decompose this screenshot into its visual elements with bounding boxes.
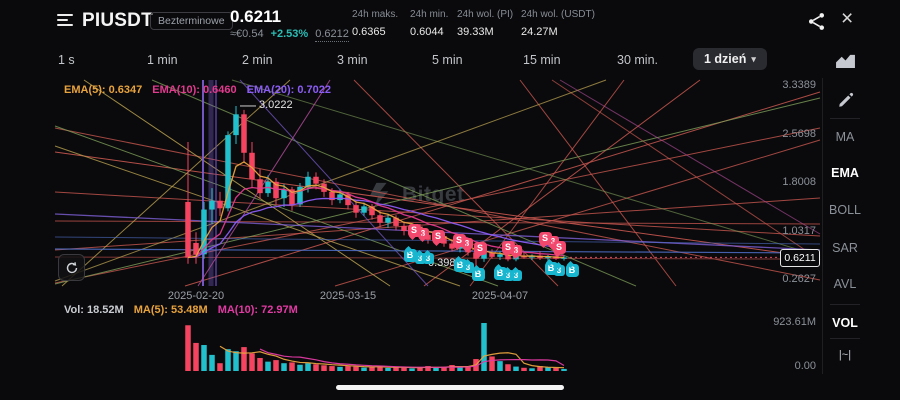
stat-24h: 24h min. 0.6044: [410, 9, 448, 38]
price-change-24h: +2.53%: [270, 28, 309, 40]
date-axis-label: 2025-03-15: [319, 290, 377, 302]
sell-order-marker[interactable]: S: [552, 240, 566, 254]
timeframe-tab[interactable]: 15 min: [523, 53, 561, 67]
sell-order-marker[interactable]: 3: [461, 237, 473, 249]
volume-axis-min: 0.00: [794, 360, 816, 372]
sell-order-marker[interactable]: S: [473, 241, 487, 255]
symbol-title: PIUSDT: [82, 10, 153, 31]
stat-label: 24h wol. (USDT): [521, 9, 595, 20]
sidebar-divider: [822, 78, 823, 374]
buy-order-marker[interactable]: B: [565, 263, 579, 277]
current-price-tag: 0.6211: [780, 248, 820, 267]
sell-order-marker[interactable]: 3: [510, 244, 522, 256]
bitget-logo-icon: [369, 182, 389, 208]
home-indicator[interactable]: [336, 385, 564, 390]
volume-axis-max: 923.61M: [773, 316, 816, 328]
chart-style-icon[interactable]: [835, 52, 856, 74]
buy-order-marker[interactable]: 3: [414, 252, 426, 264]
buy-order-marker[interactable]: B: [403, 248, 417, 262]
sell-order-marker[interactable]: 3: [417, 227, 429, 239]
volume-legend: Vol: 18.52M MA(5): 53.48M MA(10): 72.97M: [64, 304, 308, 316]
volume-layer: [185, 323, 567, 371]
high-price-label: 3.0222: [259, 98, 293, 111]
stat-24h: 24h maks. 0.6365: [352, 9, 398, 38]
divider: [830, 118, 860, 119]
mark-price: 0.6212: [315, 28, 349, 42]
stat-24h: 24h wol. (USDT) 24.27M: [521, 9, 595, 38]
stat-24h: 24h wol. (PI) 39.33M: [457, 9, 513, 38]
stat-label: 24h wol. (PI): [457, 9, 514, 20]
share-icon[interactable]: [806, 11, 827, 37]
sell-order-marker[interactable]: S: [431, 229, 445, 243]
sidebar-indicator-sar[interactable]: SAR: [832, 241, 858, 255]
chart-svg: [54, 79, 821, 371]
sidebar-indicator-ema[interactable]: EMA: [831, 166, 859, 180]
date-axis-label: 2025-02-20: [167, 290, 225, 302]
ema-legend-item: EMA(5): 0.6347: [64, 84, 143, 96]
sell-order-marker[interactable]: 3: [547, 235, 559, 247]
stat-value: 39.33M: [457, 26, 494, 38]
divider: [830, 304, 860, 305]
volume-legend-item: MA(5): 53.48M: [133, 304, 208, 316]
sidebar-indicator-avl[interactable]: AVL: [833, 277, 857, 291]
refresh-icon: [66, 261, 77, 273]
buy-order-marker[interactable]: B: [471, 267, 485, 281]
timeframe-tab[interactable]: 30 min.: [617, 53, 658, 67]
buy-order-marker[interactable]: 3: [502, 269, 514, 281]
sidebar-indicator-vol[interactable]: VOL: [832, 316, 858, 330]
sidebar-indicator-ma[interactable]: MA: [835, 130, 855, 144]
price-axis-label: 1.0317: [782, 224, 816, 237]
timeframe-tab[interactable]: 1 s: [58, 53, 75, 67]
stat-value: 0.6365: [352, 26, 386, 38]
ema-legend: EMA(5): 0.6347 EMA(10): 0.6460 EMA(20): 0.…: [64, 84, 341, 96]
buy-order-marker[interactable]: 3: [553, 264, 565, 276]
stat-value: 0.6044: [410, 26, 444, 38]
stat-label: 24h maks.: [352, 9, 399, 20]
ema-legend-item: EMA(20): 0.7022: [246, 84, 332, 96]
drawings-layer: [54, 79, 821, 287]
divider: [830, 338, 860, 339]
price-axis-label: 3.3389: [782, 79, 816, 91]
last-price: 0.6211: [230, 7, 282, 26]
chevron-down-icon: ▾: [751, 53, 756, 64]
price-axis-label: 2.5698: [782, 127, 816, 140]
date-axis-label: 2025-04-07: [471, 290, 529, 302]
price-fiat: ≈€0.54: [230, 28, 264, 40]
ema-legend-item: EMA(10): 0.6460: [152, 84, 237, 96]
draw-tool-icon[interactable]: [837, 91, 855, 114]
buy-order-marker[interactable]: 3: [510, 269, 522, 281]
volume-legend-item: MA(10): 72.97M: [217, 304, 298, 316]
oscillator-indicator-icon[interactable]: |~|: [838, 349, 852, 361]
price-axis-label: 1.8008: [782, 176, 816, 188]
volume-legend-item: Vol: 18.52M: [64, 304, 124, 316]
market-type-badge: Bezterminowe: [150, 12, 233, 30]
timeframe-selected: 1 dzień: [704, 52, 747, 66]
sidebar-indicator-boll[interactable]: BOLL: [829, 203, 861, 217]
stat-label: 24h min.: [410, 9, 449, 20]
timeframe-tab[interactable]: 5 min: [432, 53, 463, 67]
timeframe-tab[interactable]: 2 min: [242, 53, 273, 67]
close-icon[interactable]: ×: [841, 7, 854, 30]
reset-view-button[interactable]: [58, 254, 85, 281]
timeframe-tab[interactable]: 3 min: [337, 53, 368, 67]
timeframe-dropdown[interactable]: 1 dzień ▾: [693, 48, 767, 70]
timeframe-tab[interactable]: 1 min: [147, 53, 178, 67]
buy-order-marker[interactable]: 3: [422, 252, 434, 264]
stat-value: 24.27M: [521, 26, 558, 38]
price-axis-label: 0.2627: [782, 273, 816, 285]
menu-icon[interactable]: [57, 14, 75, 26]
buy-order-marker[interactable]: 3: [462, 261, 474, 273]
